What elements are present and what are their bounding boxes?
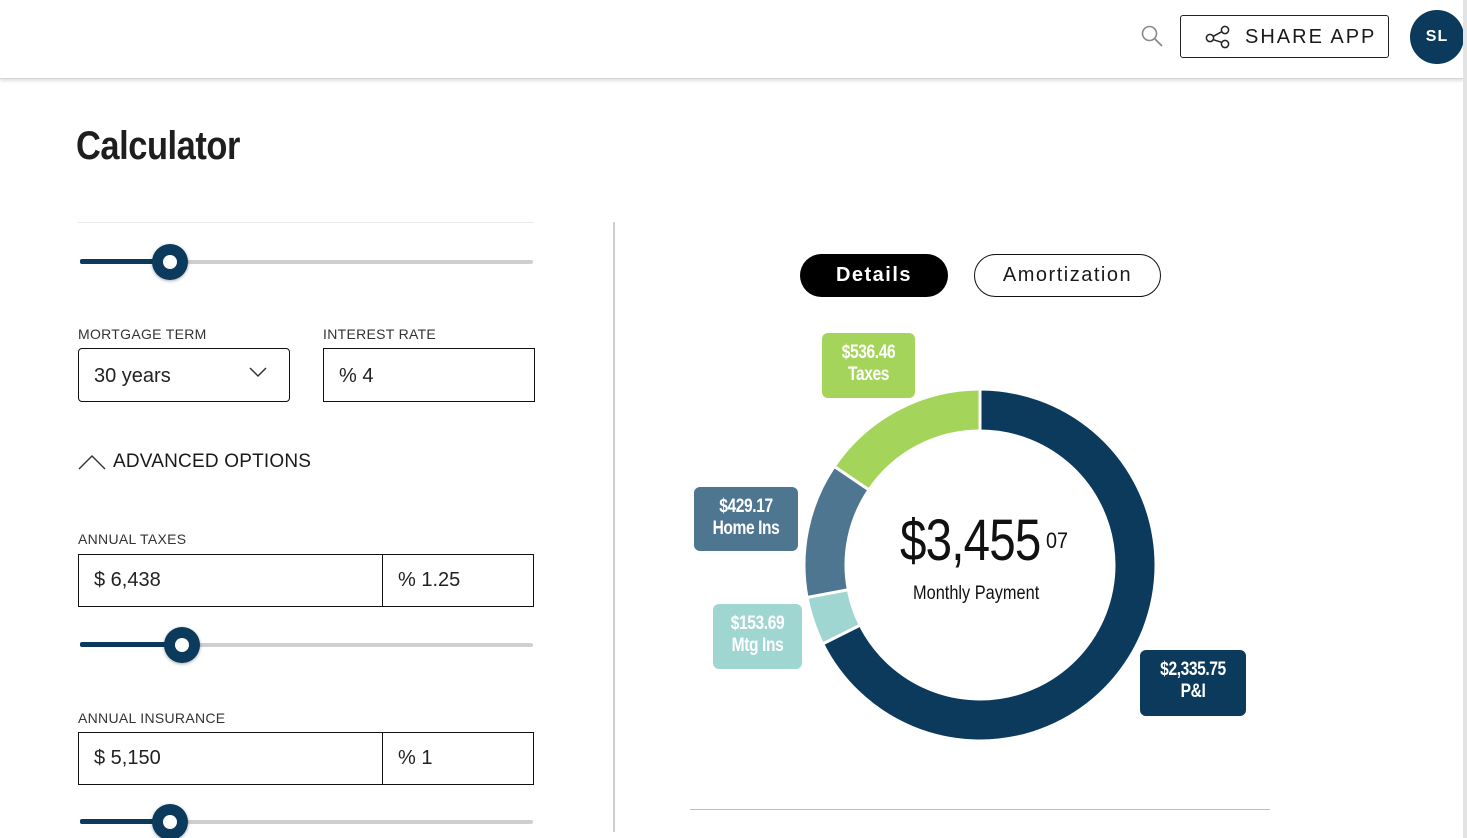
search-icon[interactable] <box>1140 24 1164 48</box>
home-insurance-amount: $429.17 <box>719 496 773 517</box>
annual-insurance-slider[interactable] <box>80 804 533 838</box>
interest-rate-input[interactable]: % 4 <box>323 348 535 402</box>
slider-fill <box>80 642 182 647</box>
home-insurance-callout: $429.17 Home Ins <box>694 487 798 551</box>
annual-taxes-percent-input[interactable]: % 1.25 <box>383 555 533 606</box>
advanced-options-label: ADVANCED OPTIONS <box>113 451 312 472</box>
taxes-callout: $536.46 Taxes <box>822 333 915 398</box>
annual-insurance-percent-input[interactable]: % 1 <box>383 733 533 784</box>
annual-taxes-amount: $ 6,438 <box>94 569 161 591</box>
annual-taxes-fields: $ 6,438 % 1.25 <box>78 554 534 607</box>
mortgage-term-label: MORTGAGE TERM <box>78 326 207 342</box>
annual-insurance-amount: $ 5,150 <box>94 747 161 769</box>
home-insurance-label: Home Ins <box>712 518 780 539</box>
monthly-payment-cents: 07 <box>1046 528 1069 553</box>
top-bar: SHARE APP SL <box>0 0 1464 79</box>
annual-insurance-percent: % 1 <box>398 747 433 769</box>
page-title: Calculator <box>76 124 240 168</box>
taxes-amount: $536.46 <box>841 342 896 363</box>
section-divider <box>78 222 534 223</box>
principal-interest-callout: $2,335.75 P&I <box>1140 650 1246 716</box>
mortgage-term-value: 30 years <box>94 365 171 387</box>
slider-thumb[interactable] <box>163 627 200 663</box>
share-icon <box>1205 25 1230 49</box>
share-app-button[interactable]: SHARE APP <box>1180 15 1389 58</box>
annual-insurance-amount-input[interactable]: $ 5,150 <box>79 733 383 784</box>
advanced-options-toggle[interactable]: ADVANCED OPTIONS <box>78 449 311 475</box>
slider-fill <box>80 819 171 824</box>
avatar-initials: SL <box>1425 28 1449 45</box>
monthly-payment-caption: Monthly Payment <box>913 583 1040 604</box>
monthly-payment-amount: $3,455 <box>900 508 1041 573</box>
down-payment-slider[interactable] <box>80 244 533 280</box>
column-divider <box>613 222 615 832</box>
slider-thumb[interactable] <box>152 244 189 280</box>
annual-taxes-label: ANNUAL TAXES <box>78 531 187 547</box>
tab-amortization[interactable]: Amortization <box>974 254 1161 297</box>
interest-rate-value: % 4 <box>339 365 374 387</box>
annual-taxes-slider[interactable] <box>80 627 533 663</box>
annual-taxes-percent: % 1.25 <box>398 569 461 591</box>
slider-track <box>80 820 533 824</box>
donut-segment-taxes[interactable] <box>832 387 982 492</box>
share-app-label: SHARE APP <box>1245 26 1377 48</box>
slider-fill <box>80 259 171 264</box>
interest-rate-label: INTEREST RATE <box>323 326 437 342</box>
mortgage-term-select[interactable]: 30 years <box>78 348 290 402</box>
annual-taxes-amount-input[interactable]: $ 6,438 <box>79 555 383 606</box>
mortgage-insurance-amount: $153.69 <box>730 613 785 634</box>
mortgage-insurance-label: Mtg Ins <box>731 635 784 656</box>
annual-insurance-fields: $ 5,150 % 1 <box>78 732 534 785</box>
principal-interest-amount: $2,335.75 <box>1160 659 1226 680</box>
taxes-label: Taxes <box>848 364 889 385</box>
chevron-up-icon <box>78 455 106 470</box>
tab-details[interactable]: Details <box>800 254 948 297</box>
mortgage-insurance-callout: $153.69 Mtg Ins <box>713 604 802 669</box>
annual-insurance-label: ANNUAL INSURANCE <box>78 710 226 726</box>
panel-bottom-rule <box>690 809 1270 810</box>
slider-track <box>80 643 533 647</box>
slider-thumb[interactable] <box>152 804 189 838</box>
avatar[interactable]: SL <box>1410 10 1464 64</box>
principal-interest-label: P&I <box>1180 681 1206 702</box>
payment-donut-chart <box>802 387 1158 743</box>
scrollbar-track[interactable] <box>1463 0 1467 838</box>
donut-segment-home[interactable] <box>802 464 872 600</box>
chevron-down-icon <box>249 367 267 378</box>
donut-segment-pi[interactable] <box>820 387 1158 743</box>
slider-track <box>80 260 533 264</box>
